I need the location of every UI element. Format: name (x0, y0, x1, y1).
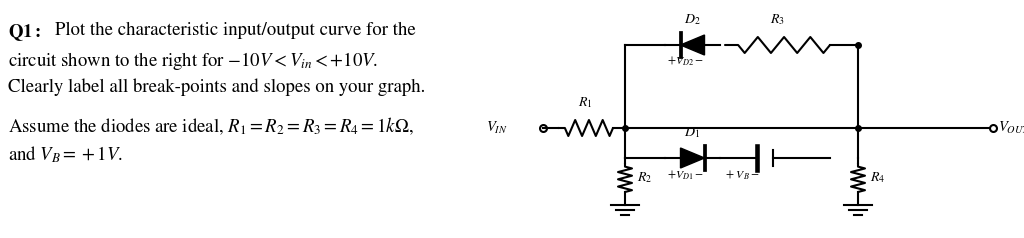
Text: $V_{OUT}$: $V_{OUT}$ (998, 120, 1024, 136)
Text: $R_3$: $R_3$ (770, 12, 785, 27)
Text: Clearly label all break-points and slopes on your graph.: Clearly label all break-points and slope… (8, 78, 425, 96)
Text: Plot the characteristic input/output curve for the: Plot the characteristic input/output cur… (55, 22, 416, 39)
Text: $D_2$: $D_2$ (684, 12, 700, 27)
Text: and $V_B = +1V.$: and $V_B = +1V.$ (8, 144, 123, 165)
Text: $D_1$: $D_1$ (684, 125, 700, 140)
Polygon shape (681, 148, 705, 168)
Text: $R_2$: $R_2$ (637, 170, 652, 185)
Text: $+\ V_B -$: $+\ V_B -$ (725, 168, 760, 182)
Text: Assume the diodes are ideal, $R_1 = R_2 = R_3 = R_4 = 1k\Omega,$: Assume the diodes are ideal, $R_1 = R_2 … (8, 116, 414, 137)
Text: $\mathbf{Q1:}$: $\mathbf{Q1:}$ (8, 22, 41, 43)
Text: $+V_{D2}-$: $+V_{D2}-$ (667, 55, 703, 69)
Text: $R_4$: $R_4$ (870, 170, 886, 185)
Polygon shape (681, 35, 705, 55)
Text: $V_{IN}$: $V_{IN}$ (486, 120, 508, 136)
Text: $R_1$: $R_1$ (579, 95, 593, 110)
Text: $+V_{D1}-$: $+V_{D1}-$ (667, 168, 703, 182)
Text: circuit shown to the right for $-10V < V_{in} < +10V.$: circuit shown to the right for $-10V < V… (8, 50, 378, 72)
